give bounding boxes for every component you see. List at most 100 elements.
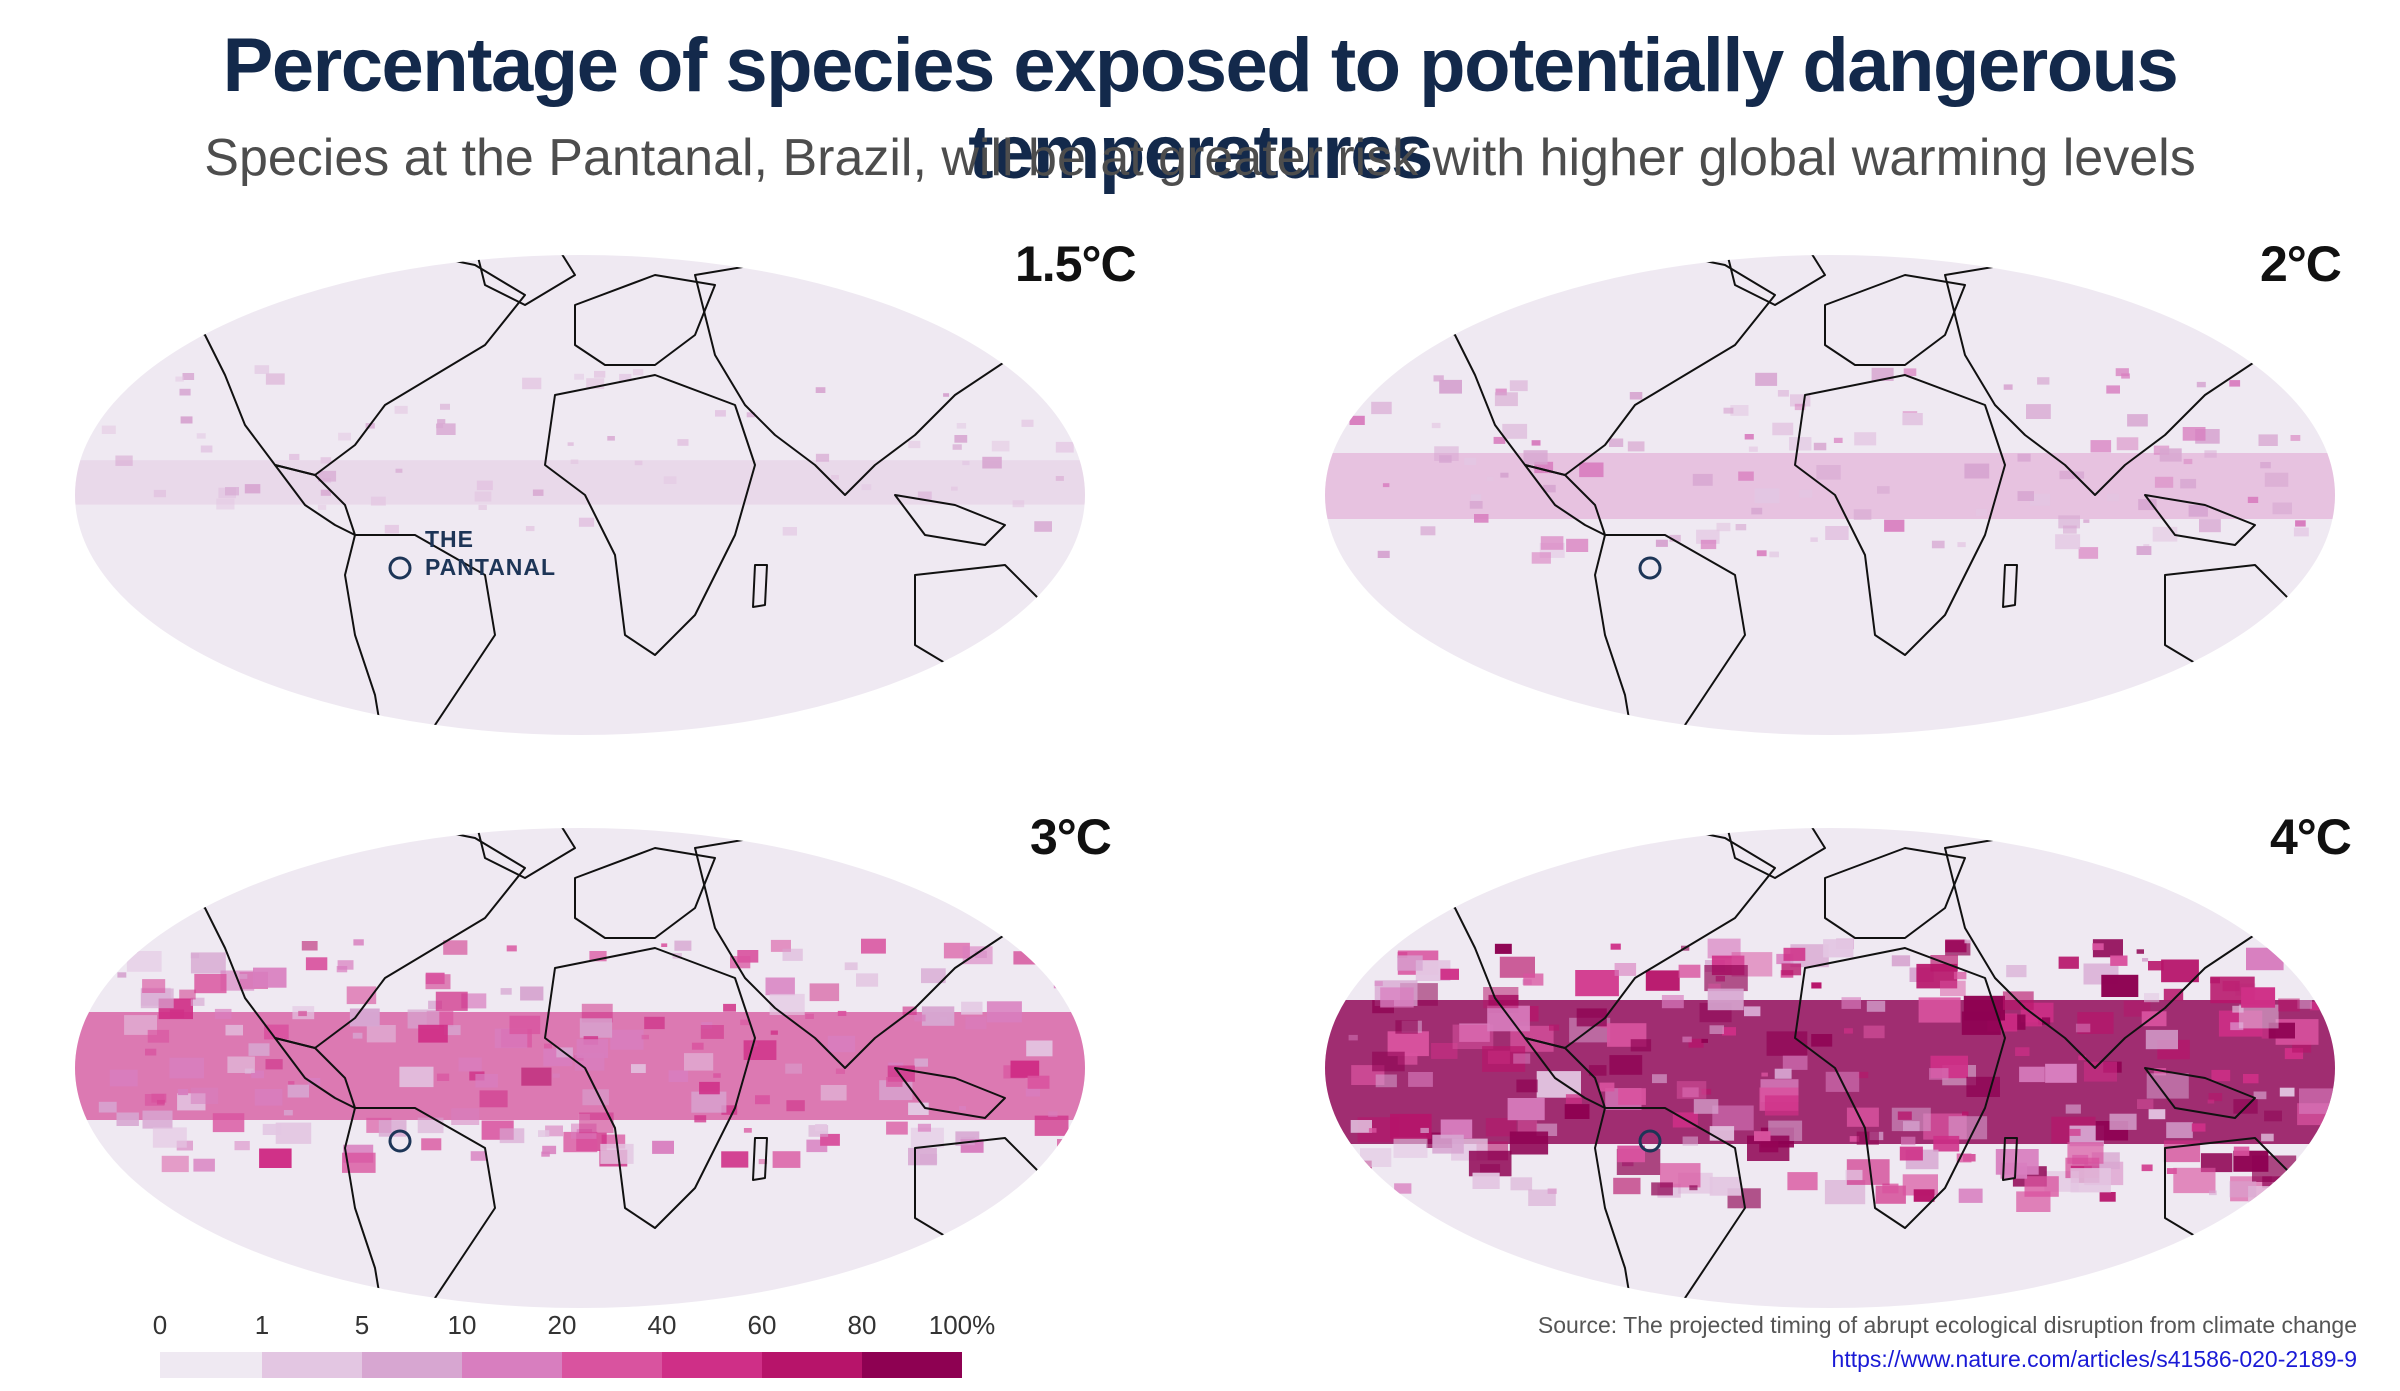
- globe-background: [75, 255, 1085, 735]
- exposure-cell: [395, 468, 403, 473]
- exposure-cell: [1372, 1051, 1405, 1072]
- exposure-cell: [506, 945, 517, 952]
- exposure-cell: [352, 1032, 363, 1039]
- exposure-cell: [214, 1008, 232, 1019]
- exposure-cell: [2290, 435, 2301, 441]
- exposure-cell: [2127, 414, 2148, 427]
- exposure-cell: [1434, 446, 1459, 461]
- exposure-cell: [594, 370, 606, 378]
- exposure-cell: [691, 1091, 727, 1113]
- exposure-cell: [1856, 1131, 1879, 1145]
- exposure-cell: [1034, 1115, 1069, 1136]
- exposure-cell: [1629, 392, 1643, 400]
- exposure-cell: [1709, 1126, 1735, 1141]
- exposure-cell: [1576, 1008, 1607, 1027]
- exposure-cell: [1897, 1111, 1912, 1120]
- exposure-cell: [2138, 499, 2157, 511]
- continent-outline-southeast-asia: [894, 1067, 1006, 1119]
- exposure-cell: [370, 496, 386, 506]
- exposure-cell: [610, 1029, 644, 1050]
- exposure-cell: [684, 1053, 714, 1071]
- exposure-cell: [1774, 1068, 1792, 1079]
- exposure-cell: [525, 526, 535, 532]
- exposure-cell: [1350, 1120, 1372, 1133]
- exposure-cell: [910, 1127, 944, 1148]
- exposure-cell: [440, 403, 450, 410]
- legend-tick-label: 40: [647, 1310, 677, 1340]
- continent-outline-madagascar: [752, 1137, 768, 1181]
- exposure-cell: [1575, 970, 1619, 997]
- exposure-cell: [886, 1077, 903, 1087]
- exposure-cell: [2015, 1047, 2030, 1056]
- exposure-cell: [190, 997, 205, 1006]
- exposure-cell: [544, 1043, 552, 1049]
- exposure-cell: [2188, 505, 2208, 517]
- exposure-cell: [914, 1014, 926, 1022]
- legend-tick-label: 10: [447, 1310, 477, 1340]
- exposure-cell: [1486, 476, 1494, 481]
- exposure-cell: [578, 517, 595, 527]
- source-link[interactable]: https://www.nature.com/articles/s41586-0…: [1831, 1346, 2357, 1372]
- continent-outline-africa: [1794, 947, 2006, 1229]
- exposure-cell: [2136, 949, 2144, 954]
- exposure-cell: [2029, 493, 2051, 506]
- exposure-cell: [1945, 940, 1971, 956]
- exposure-cell: [1368, 1128, 1377, 1133]
- exposure-cell: [265, 373, 285, 385]
- exposure-cell: [532, 489, 544, 496]
- exposure-cell: [1614, 963, 1637, 976]
- exposure-cell: [567, 442, 574, 446]
- exposure-cell: [1390, 1113, 1432, 1139]
- pantanal-label-line1: THE: [425, 526, 474, 552]
- exposure-cell: [1794, 403, 1806, 411]
- exposure-cell: [1579, 462, 1604, 478]
- exposure-cell: [1899, 1146, 1923, 1161]
- exposure-cell: [982, 456, 1002, 469]
- exposure-cell: [1789, 437, 1812, 451]
- exposure-cell: [959, 1106, 966, 1111]
- exposure-cell: [2142, 958, 2149, 962]
- exposure-cell: [1755, 372, 1778, 386]
- exposure-cell: [1735, 524, 1747, 531]
- exposure-cell: [1509, 1131, 1549, 1155]
- exposure-cell: [2145, 1029, 2178, 1050]
- pantanal-marker: [388, 1129, 412, 1153]
- exposure-cell: [1394, 1183, 1412, 1194]
- exposure-cell: [1494, 392, 1518, 407]
- exposure-cell: [1469, 501, 1483, 509]
- exposure-cell: [283, 1110, 293, 1116]
- exposure-cell: [2069, 1128, 2081, 1136]
- exposure-cell: [1853, 509, 1872, 520]
- exposure-cell: [1055, 441, 1074, 453]
- exposure-cell: [1751, 507, 1763, 515]
- exposure-cell: [746, 412, 755, 418]
- exposure-cell: [509, 1015, 541, 1035]
- exposure-cell: [1013, 951, 1036, 965]
- exposure-cell: [721, 1151, 749, 1168]
- exposure-cell: [288, 1081, 295, 1085]
- exposure-cell: [574, 373, 584, 380]
- exposure-cell: [2208, 1093, 2223, 1102]
- exposure-cell: [2209, 1190, 2217, 1196]
- exposure-cell: [805, 1013, 814, 1019]
- exposure-cell: [2310, 946, 2333, 960]
- exposure-cell: [2115, 368, 2129, 377]
- exposure-cell: [1777, 390, 1789, 397]
- exposure-cell: [428, 1000, 442, 1009]
- continent-outline-south-america: [344, 1107, 496, 1308]
- exposure-cell: [2166, 1168, 2177, 1174]
- exposure-cell: [1913, 1189, 1935, 1202]
- exposure-cell: [986, 1001, 1022, 1023]
- map-4c: 4°C: [1305, 808, 2355, 1328]
- exposure-cell: [1374, 981, 1383, 986]
- exposure-cell: [2017, 491, 2034, 501]
- exposure-cell: [337, 960, 354, 970]
- exposure-cell: [691, 1042, 704, 1050]
- exposure-cell: [1772, 422, 1794, 436]
- exposure-cell: [2107, 493, 2120, 502]
- exposure-cell: [844, 962, 858, 971]
- exposure-cell: [1722, 1027, 1736, 1036]
- exposure-cell: [2163, 1140, 2201, 1163]
- exposure-cell: [342, 1152, 376, 1173]
- exposure-cell: [641, 1034, 649, 1040]
